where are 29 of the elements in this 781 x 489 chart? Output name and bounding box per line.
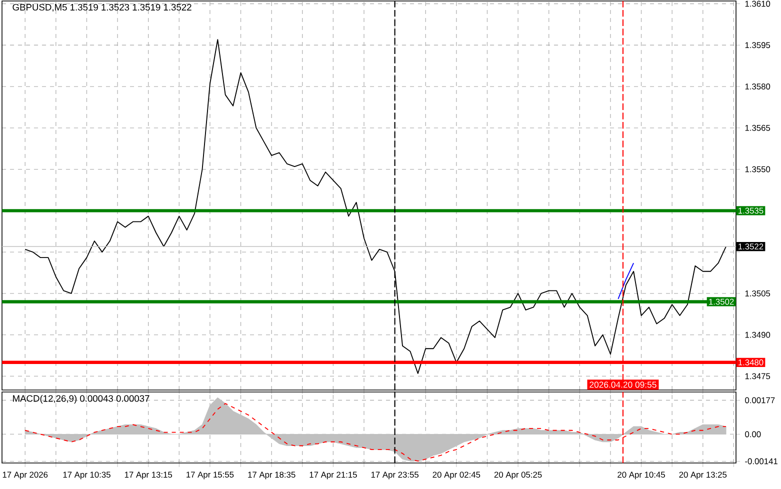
x-tick-label: 17 Apr 15:55 [186,472,234,480]
y-tick-label: 1.3550 [745,166,770,172]
ref-line-label: 1.3535 [738,208,764,214]
y-tick-label: 1.3475 [745,373,770,380]
ref-line-label: 1.3522 [738,244,764,250]
ref-line-label: 1.3480 [738,359,764,366]
y-tick-label: 1.3505 [745,290,770,296]
y-tick-label: 1.3580 [745,84,770,90]
y-tick-label: -0.00141 [745,458,778,464]
x-tick-label: 17 Apr 23:55 [371,472,419,480]
y-tick-label: 1.3490 [745,332,770,338]
x-tick-label: 20 Apr 05:25 [494,472,542,480]
x-tick-label: 20 Apr 02:45 [432,472,480,480]
x-tick-label: 20 Apr 10:45 [618,472,665,480]
chart-title: MACD(12,26,9) 0.00043 0.00037 [13,394,150,404]
x-tick-label: 17 Apr 18:35 [248,472,296,480]
x-tick-label: 17 Apr 10:35 [63,472,110,480]
x-tick-label: 17 Apr 2026 [2,472,48,480]
x-tick-label: 20 Apr 13:25 [679,472,727,480]
y-tick-label: 0.00177 [745,397,775,404]
chart-title: GBPUSD,M5 1.3519 1.3523 1.3519 1.3522 [12,4,192,12]
y-tick-label: 1.3595 [745,42,770,48]
y-tick-label: 1.3610 [745,0,770,7]
annotation: 2026.04.20 09:55 [590,382,656,388]
y-tick-label: 1.3565 [745,124,770,131]
x-tick-label: 17 Apr 21:15 [310,472,357,480]
x-tick-label: 17 Apr 13:15 [124,472,172,480]
ref-line-label: 1.3502 [709,298,734,305]
y-tick-label: 0.00 [745,431,761,438]
